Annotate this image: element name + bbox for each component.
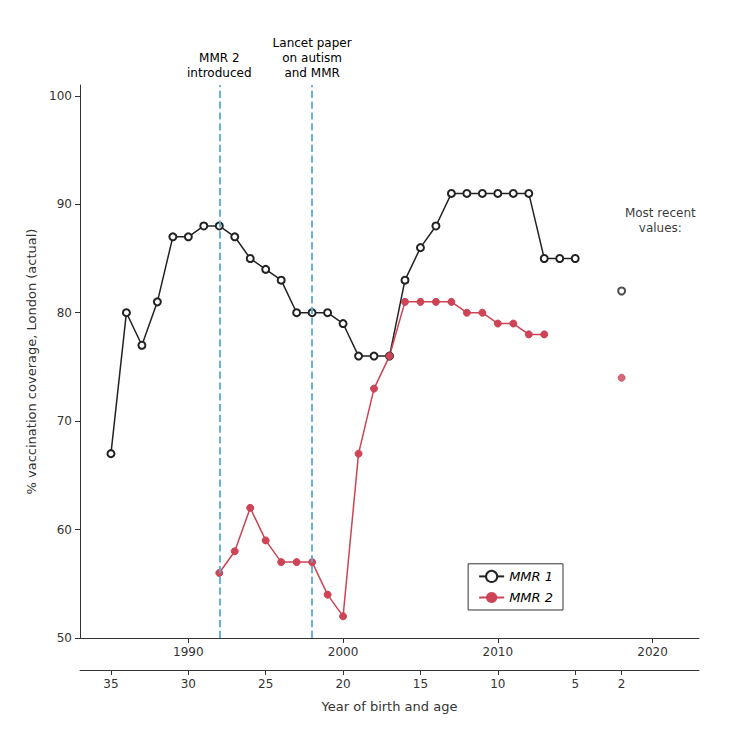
- svg-text:% vaccination coverage, London: % vaccination coverage, London (actual): [24, 229, 39, 495]
- svg-text:MMR 2: MMR 2: [199, 51, 240, 65]
- svg-text:15: 15: [413, 677, 428, 691]
- svg-text:MMR 2: MMR 2: [509, 590, 553, 605]
- svg-text:10: 10: [490, 677, 505, 691]
- svg-text:Most recent: Most recent: [625, 206, 696, 220]
- svg-text:35: 35: [103, 677, 118, 691]
- svg-text:2020: 2020: [637, 645, 668, 659]
- svg-text:1990: 1990: [173, 645, 204, 659]
- svg-text:70: 70: [57, 414, 72, 428]
- svg-text:5: 5: [571, 677, 579, 691]
- svg-text:MMR 1: MMR 1: [509, 569, 553, 584]
- svg-text:values:: values:: [639, 221, 682, 235]
- svg-text:80: 80: [57, 306, 72, 320]
- svg-text:50: 50: [57, 631, 72, 645]
- svg-text:Lancet paper: Lancet paper: [273, 36, 352, 50]
- svg-text:introduced: introduced: [187, 66, 251, 80]
- svg-text:25: 25: [258, 677, 273, 691]
- svg-text:Year of birth and age: Year of birth and age: [321, 699, 458, 714]
- svg-text:and MMR: and MMR: [284, 66, 339, 80]
- svg-text:20: 20: [335, 677, 350, 691]
- svg-text:2010: 2010: [483, 645, 514, 659]
- svg-text:2000: 2000: [328, 645, 359, 659]
- svg-text:60: 60: [57, 523, 72, 537]
- svg-text:on autism: on autism: [282, 51, 342, 65]
- svg-text:100: 100: [49, 89, 72, 103]
- svg-text:2: 2: [618, 677, 626, 691]
- svg-text:30: 30: [181, 677, 196, 691]
- svg-text:90: 90: [57, 197, 72, 211]
